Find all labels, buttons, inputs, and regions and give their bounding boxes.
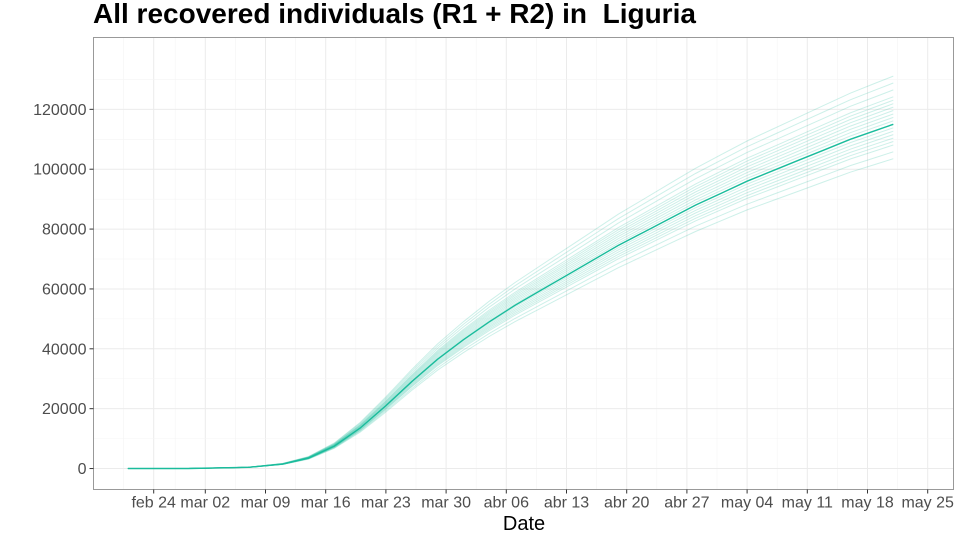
ensemble-line (127, 158, 894, 469)
ensemble-line (127, 106, 894, 469)
x-tick-label: may 04 (721, 495, 774, 512)
y-tick-label: 20000 (42, 401, 87, 418)
x-tick-label: abr 13 (544, 495, 589, 512)
x-tick-label: mar 30 (421, 495, 471, 512)
y-tick-label: 120000 (33, 102, 86, 119)
x-tick-label: abr 06 (484, 495, 529, 512)
x-tick-label: mar 23 (361, 495, 411, 512)
ensemble-line (127, 141, 894, 469)
y-tick-label: 0 (78, 461, 87, 478)
x-axis-title: Date (503, 513, 545, 535)
x-tick-label: mar 09 (241, 495, 291, 512)
ensemble-line (127, 103, 894, 469)
ensemble-line (127, 99, 894, 469)
main-series-line (127, 123, 894, 470)
grid-lines (93, 37, 954, 490)
chart-title: All recovered individuals (R1 + R2) in L… (93, 0, 696, 29)
x-tick-label: abr 27 (664, 495, 709, 512)
y-tick-label: 100000 (33, 162, 86, 179)
x-tick-label: mar 02 (180, 495, 230, 512)
ensemble-line (127, 89, 894, 469)
main-line-group (127, 123, 894, 470)
ensemble-line (127, 151, 894, 469)
y-tick-label: 40000 (42, 341, 87, 358)
y-axis: 0 20000 40000 60000 80000 100000 120000 (33, 102, 94, 478)
y-tick-label: 60000 (42, 281, 87, 298)
x-tick-label: may 18 (841, 495, 894, 512)
y-tick-label: 80000 (42, 222, 87, 239)
x-tick-label: may 11 (782, 495, 833, 512)
plot-border (93, 37, 954, 490)
plot-background (93, 37, 954, 490)
x-tick-label: mar 16 (301, 495, 351, 512)
ensemble-line (127, 144, 894, 469)
ensemble-line (127, 82, 894, 469)
x-tick-label: abr 20 (604, 495, 649, 512)
ensemble-line (127, 75, 894, 469)
x-axis: feb 24 mar 02 mar 09 mar 16 mar 23 mar 30 abr … (131, 489, 954, 512)
ensemble-line (127, 96, 894, 469)
x-tick-label: may 25 (901, 495, 954, 512)
x-tick-label: feb 24 (131, 495, 176, 512)
